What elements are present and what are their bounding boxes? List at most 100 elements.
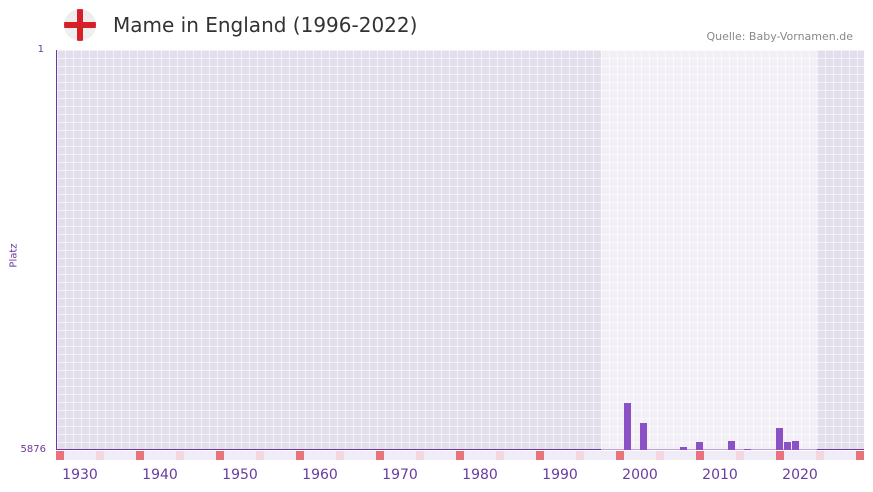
year-marker: [784, 451, 792, 460]
y-tick-bottom: 5876: [20, 444, 46, 455]
year-marker: [456, 451, 464, 460]
year-marker: [824, 451, 832, 460]
year-marker: [480, 451, 488, 460]
x-tick-label: 2010: [702, 467, 738, 483]
year-marker: [328, 451, 336, 460]
year-marker: [712, 451, 720, 460]
year-marker: [416, 451, 424, 460]
year-marker: [744, 451, 752, 460]
year-marker: [608, 451, 616, 460]
year-marker: [400, 451, 408, 460]
year-marker: [560, 451, 568, 460]
x-tick-label: 2020: [782, 467, 818, 483]
year-marker: [800, 451, 808, 460]
year-marker: [208, 451, 216, 460]
bar-2018[interactable]: [776, 428, 783, 450]
year-marker: [792, 451, 800, 460]
year-marker: [160, 451, 168, 460]
year-marker: [704, 451, 712, 460]
year-marker: [600, 451, 608, 460]
year-marker: [320, 451, 328, 460]
year-marker: [120, 451, 128, 460]
year-marker: [96, 451, 104, 460]
year-marker: [248, 451, 256, 460]
year-marker: [496, 451, 504, 460]
year-marker: [720, 451, 728, 460]
y-tick-top: 1: [37, 44, 44, 55]
year-marker: [144, 451, 152, 460]
year-marker: [616, 451, 624, 460]
year-marker: [808, 451, 816, 460]
year-marker: [240, 451, 248, 460]
year-marker: [424, 451, 432, 460]
year-marker: [656, 451, 664, 460]
year-marker: [464, 451, 472, 460]
year-marker: [504, 451, 512, 460]
year-marker: [376, 451, 384, 460]
year-marker: [192, 451, 200, 460]
year-marker: [488, 451, 496, 460]
year-marker: [528, 451, 536, 460]
year-marker: [216, 451, 224, 460]
year-marker: [336, 451, 344, 460]
year-marker: [680, 451, 688, 460]
plot-area: [56, 50, 864, 450]
year-marker: [776, 451, 784, 460]
year-marker: [832, 451, 840, 460]
highlight-range: [601, 50, 817, 450]
x-tick-label: 2000: [622, 467, 658, 483]
year-marker: [384, 451, 392, 460]
year-marker: [184, 451, 192, 460]
year-marker: [288, 451, 296, 460]
year-marker: [728, 451, 736, 460]
year-marker: [672, 451, 680, 460]
year-marker: [520, 451, 528, 460]
x-tick-label: 1930: [62, 467, 98, 483]
england-flag-icon: [64, 9, 96, 41]
year-marker: [752, 451, 760, 460]
year-marker: [368, 451, 376, 460]
bar-2001[interactable]: [640, 422, 647, 450]
bar-1999[interactable]: [624, 403, 631, 450]
chart-title: Mame in England (1996-2022): [113, 13, 418, 37]
year-marker: [592, 451, 600, 460]
bar-2020[interactable]: [792, 441, 799, 450]
year-marker: [472, 451, 480, 460]
year-marker: [432, 451, 440, 460]
y-axis-label: Platz: [8, 243, 20, 268]
year-marker: [344, 451, 352, 460]
bar-2014[interactable]: [744, 448, 751, 450]
year-marker: [544, 451, 552, 460]
year-marker: [104, 451, 112, 460]
bar-2006[interactable]: [680, 447, 687, 450]
year-marker: [816, 451, 824, 460]
year-marker: [736, 451, 744, 460]
year-marker: [392, 451, 400, 460]
year-marker: [168, 451, 176, 460]
year-marker: [176, 451, 184, 460]
year-marker: [648, 451, 656, 460]
year-marker: [760, 451, 768, 460]
year-marker: [112, 451, 120, 460]
year-marker: [256, 451, 264, 460]
year-marker: [552, 451, 560, 460]
x-tick-label: 1950: [222, 467, 258, 483]
year-marker: [632, 451, 640, 460]
year-marker: [840, 451, 848, 460]
year-marker: [568, 451, 576, 460]
year-marker: [640, 451, 648, 460]
x-tick-label: 1980: [462, 467, 498, 483]
year-marker: [56, 451, 64, 460]
source-label: Quelle: Baby-Vornamen.de: [706, 30, 853, 43]
year-marker: [448, 451, 456, 460]
year-marker: [152, 451, 160, 460]
year-marker: [304, 451, 312, 460]
year-marker: [128, 451, 136, 460]
bar-2019[interactable]: [784, 442, 791, 450]
year-marker: [664, 451, 672, 460]
x-tick-label: 1970: [382, 467, 418, 483]
year-marker: [280, 451, 288, 460]
bar-2008[interactable]: [696, 442, 703, 450]
bar-2012[interactable]: [728, 441, 735, 450]
x-tick-label: 1940: [142, 467, 178, 483]
